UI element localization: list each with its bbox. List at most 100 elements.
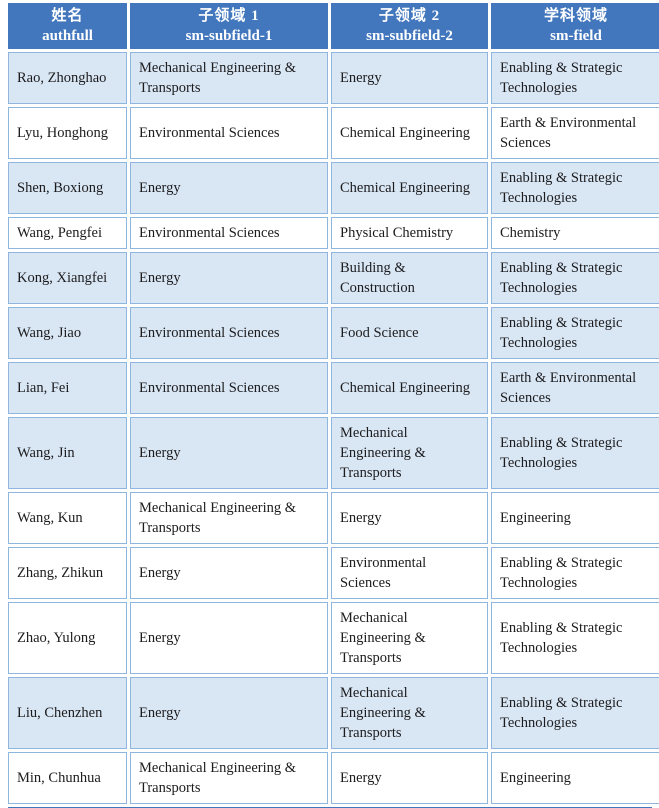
cell-text: Shen, Boxiong [17, 180, 104, 196]
cell-text: Environmental Sciences [340, 555, 427, 591]
cell-text: Chemical Engineering [340, 180, 471, 196]
cell-authfull: Rao, Zhonghao [8, 52, 127, 104]
cell-authfull: Wang, Kun [8, 492, 127, 544]
cell-text: Zhang, Zhikun [17, 565, 104, 581]
cell-sm-subfield-2: Building & Construction [331, 252, 488, 304]
cell-text: Mechanical Engineering & Transports [139, 60, 297, 96]
cell-text: Energy [139, 630, 181, 646]
column-header-label-en: authfull [42, 28, 93, 44]
cell-text: Mechanical Engineering & Transports [340, 610, 426, 666]
cell-text: Lyu, Honghong [17, 125, 109, 141]
cell-sm-field: Enabling & Strategic Technologies [491, 252, 659, 304]
cell-sm-field: Enabling & Strategic Technologies [491, 547, 659, 599]
cell-sm-subfield-1: Energy [130, 547, 328, 599]
cell-sm-field: Engineering [491, 752, 659, 804]
cell-text: Chemistry [500, 225, 561, 241]
cell-sm-subfield-2: Mechanical Engineering & Transports [331, 602, 488, 674]
column-header-label-zh: 姓名 [51, 8, 84, 24]
cell-sm-field: Enabling & Strategic Technologies [491, 52, 659, 104]
table-row: Liu, Chenzhen Energy Mechanical Engineerin… [8, 677, 659, 749]
cell-text: Engineering [500, 510, 571, 526]
cell-text: Energy [139, 270, 181, 286]
table-body: Rao, Zhonghao Mechanical Engineering & Tr… [8, 52, 659, 804]
cell-text: Min, Chunhua [17, 770, 101, 786]
cell-text: Energy [340, 510, 382, 526]
cell-authfull: Lian, Fei [8, 362, 127, 414]
cell-sm-subfield-1: Energy [130, 417, 328, 489]
cell-authfull: Min, Chunhua [8, 752, 127, 804]
cell-text: Mechanical Engineering & Transports [340, 425, 426, 481]
cell-text: Wang, Jiao [17, 325, 82, 341]
cell-text: Environmental Sciences [139, 325, 280, 341]
cell-sm-subfield-2: Food Science [331, 307, 488, 359]
cell-text: Zhao, Yulong [17, 630, 96, 646]
table-row: Wang, Kun Mechanical Engineering & Transp… [8, 492, 659, 544]
cell-text: Lian, Fei [17, 380, 70, 396]
table-header: 姓名 authfull 子领域 1 sm-subfield-1 子领域 2 sm-subf… [8, 3, 659, 49]
table-row: Wang, Jiao Environmental Sciences Food Sci… [8, 307, 659, 359]
cell-authfull: Wang, Jin [8, 417, 127, 489]
cell-sm-field: Enabling & Strategic Technologies [491, 307, 659, 359]
cell-sm-subfield-1: Energy [130, 162, 328, 214]
cell-authfull: Kong, Xiangfei [8, 252, 127, 304]
cell-sm-subfield-1: Environmental Sciences [130, 307, 328, 359]
column-header-label-zh: 子领域 2 [378, 8, 441, 24]
cell-sm-field: Enabling & Strategic Technologies [491, 417, 659, 489]
cell-text: Enabling & Strategic Technologies [500, 555, 623, 591]
cell-authfull: Zhao, Yulong [8, 602, 127, 674]
cell-text: Energy [139, 565, 181, 581]
cell-sm-subfield-2: Energy [331, 752, 488, 804]
cell-text: Enabling & Strategic Technologies [500, 170, 623, 206]
cell-sm-field: Engineering [491, 492, 659, 544]
cell-sm-subfield-2: Energy [331, 52, 488, 104]
cell-text: Enabling & Strategic Technologies [500, 60, 623, 96]
cell-sm-subfield-1: Mechanical Engineering & Transports [130, 52, 328, 104]
column-header-label-zh: 子领域 1 [198, 8, 260, 24]
table-row: Wang, Jin Energy Mechanical Engineering & … [8, 417, 659, 489]
cell-sm-field: Enabling & Strategic Technologies [491, 677, 659, 749]
cell-sm-subfield-2: Chemical Engineering [331, 362, 488, 414]
cell-authfull: Wang, Pengfei [8, 217, 127, 249]
cell-sm-subfield-1: Energy [130, 252, 328, 304]
cell-text: Energy [139, 445, 181, 461]
cell-sm-subfield-2: Chemical Engineering [331, 107, 488, 159]
cell-authfull: Shen, Boxiong [8, 162, 127, 214]
cell-sm-subfield-2: Mechanical Engineering & Transports [331, 417, 488, 489]
cell-text: Earth & Environmental Sciences [500, 370, 637, 406]
cell-sm-field: Earth & Environmental Sciences [491, 362, 659, 414]
column-header-label-en: sm-field [550, 28, 602, 44]
header-row: 姓名 authfull 子领域 1 sm-subfield-1 子领域 2 sm-subf… [8, 3, 659, 49]
cell-text: Energy [340, 70, 382, 86]
cell-authfull: Wang, Jiao [8, 307, 127, 359]
cell-sm-subfield-1: Energy [130, 602, 328, 674]
table-row: Shen, Boxiong Energy Chemical Engineering E… [8, 162, 659, 214]
cell-text: Energy [139, 705, 181, 721]
table-row: Min, Chunhua Mechanical Engineering & Tra… [8, 752, 659, 804]
table-row: Zhao, Yulong Energy Mechanical Engineering… [8, 602, 659, 674]
table-row: Wang, Pengfei Environmental Sciences Physi… [8, 217, 659, 249]
cell-text: Chemical Engineering [340, 125, 471, 141]
cell-text: Enabling & Strategic Technologies [500, 435, 623, 471]
cell-text: Energy [340, 770, 382, 786]
cell-sm-subfield-2: Physical Chemistry [331, 217, 488, 249]
table-row: Lyu, Honghong Environmental Sciences Chemi… [8, 107, 659, 159]
cell-sm-subfield-2: Energy [331, 492, 488, 544]
cell-text: Enabling & Strategic Technologies [500, 315, 623, 351]
cell-sm-subfield-1: Environmental Sciences [130, 217, 328, 249]
cell-text: Physical Chemistry [340, 225, 454, 241]
cell-authfull: Lyu, Honghong [8, 107, 127, 159]
cell-text: Kong, Xiangfei [17, 270, 108, 286]
table-row: Zhang, Zhikun Energy Environmental Science… [8, 547, 659, 599]
cell-sm-field: Enabling & Strategic Technologies [491, 602, 659, 674]
cell-text: Food Science [340, 325, 419, 341]
column-header-sm-subfield-1: 子领域 1 sm-subfield-1 [130, 3, 328, 49]
column-header-label-zh: 学科领域 [543, 8, 608, 24]
cell-sm-field: Enabling & Strategic Technologies [491, 162, 659, 214]
cell-text: Mechanical Engineering & Transports [139, 760, 297, 796]
cell-sm-subfield-2: Environmental Sciences [331, 547, 488, 599]
cell-text: Energy [139, 180, 181, 196]
cell-text: Environmental Sciences [139, 225, 280, 241]
column-header-sm-field: 学科领域 sm-field [491, 3, 659, 49]
cell-sm-subfield-2: Chemical Engineering [331, 162, 488, 214]
column-header-label-en: sm-subfield-2 [366, 28, 453, 44]
